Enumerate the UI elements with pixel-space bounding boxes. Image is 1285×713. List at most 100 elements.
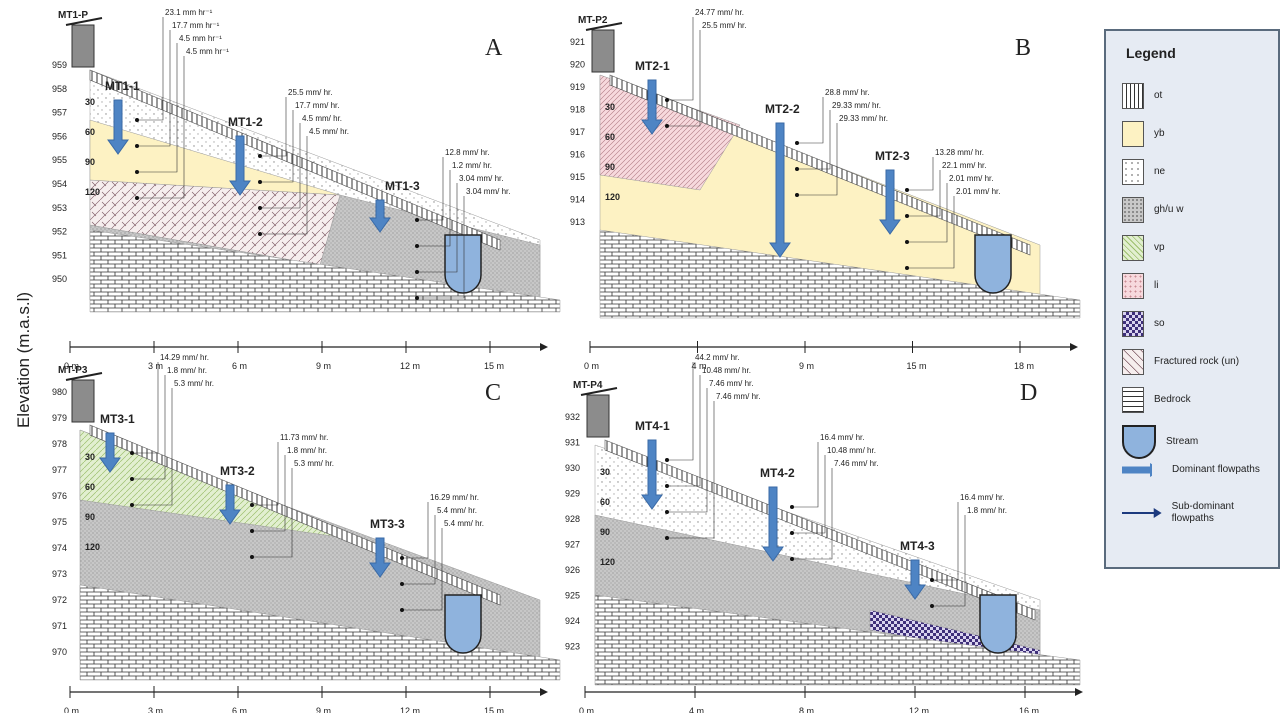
elevation-tick: 955	[52, 155, 67, 165]
measurement-point	[790, 531, 794, 535]
depth-label: 90	[85, 512, 95, 522]
stream-symbol	[444, 234, 482, 294]
elevation-tick: 916	[570, 150, 585, 160]
leader-line	[907, 157, 934, 191]
measurement-point	[905, 188, 909, 192]
measurement-point	[665, 124, 669, 128]
well-label: MT-P3	[58, 365, 88, 376]
legend-label: ne	[1154, 166, 1166, 177]
leader-line	[667, 375, 701, 487]
leader-line	[797, 97, 824, 144]
measurement-point	[135, 144, 139, 148]
measurement-point	[795, 167, 799, 171]
elevation-tick: 919	[570, 82, 585, 92]
legend-swatch	[1122, 311, 1144, 337]
leader-line	[417, 196, 465, 299]
infiltration-rate: 17.7 mm/ hr.	[295, 101, 339, 110]
elevation-tick: 914	[570, 195, 585, 205]
leader-line	[260, 136, 308, 235]
legend-swatch	[1122, 235, 1144, 261]
x-axis-arrow	[1075, 688, 1083, 696]
x-tick-label: 0 m	[579, 706, 594, 713]
elevation-tick: 931	[565, 438, 580, 448]
infiltration-rate: 11.73 mm/ hr.	[280, 433, 328, 442]
leader-line	[137, 43, 178, 173]
well-cap	[65, 17, 103, 26]
station-label: MT1-3	[385, 179, 420, 193]
station-label: MT1-1	[105, 79, 140, 93]
measurement-point	[415, 244, 419, 248]
x-tick-label: 8 m	[799, 706, 814, 713]
leader-line	[797, 110, 831, 170]
x-tick-label: 4 m	[689, 706, 704, 713]
x-axis-arrow	[540, 343, 548, 351]
well-cap	[585, 22, 623, 31]
infiltration-rate: 29.33 mm/ hr.	[832, 101, 881, 110]
elevation-tick: 918	[570, 105, 585, 115]
legend-item: Stream	[1122, 425, 1198, 459]
panel-a: MT1-P A 959 958 957 956 955 954 953 952 951 950 30 60…	[52, 8, 561, 371]
x-tick-label: 3 m	[148, 706, 163, 713]
legend-item: Sub-dominant flowpaths	[1122, 501, 1278, 525]
panel-letter: C	[485, 380, 501, 406]
leader-line	[132, 362, 159, 454]
measurement-point	[905, 214, 909, 218]
well-label: MT-P2	[578, 15, 608, 26]
legend-title: Legend	[1126, 45, 1176, 61]
measurement-point	[415, 218, 419, 222]
infiltration-rate: 23.1 mm hr⁻¹	[165, 8, 213, 17]
x-tick-label: 0 m	[584, 361, 599, 371]
leader-line	[667, 362, 694, 461]
infiltration-rate: 24.77 mm/ hr.	[695, 8, 744, 17]
elevation-tick: 920	[570, 60, 585, 70]
depth-label: 90	[85, 157, 95, 167]
infiltration-rate: 16.4 mm/ hr.	[820, 433, 864, 442]
soil-layer	[89, 229, 561, 313]
station-label: MT3-1	[100, 412, 135, 426]
measurement-point	[400, 608, 404, 612]
legend-item: yb	[1122, 121, 1165, 147]
legend-item: Bedrock	[1122, 387, 1191, 413]
measurement-point	[250, 555, 254, 559]
depth-label: 30	[85, 452, 95, 462]
elevation-tick: 977	[52, 465, 67, 475]
infiltration-rate: 1.2 mm/ hr.	[452, 161, 492, 170]
legend-swatch	[1122, 463, 1162, 477]
panel-letter: D	[1020, 380, 1037, 406]
measurement-point	[930, 604, 934, 608]
elevation-tick: 917	[570, 127, 585, 137]
legend-label: yb	[1154, 128, 1165, 139]
leader-line	[792, 468, 833, 560]
elevation-tick: 929	[565, 489, 580, 499]
depth-label: 90	[605, 162, 615, 172]
infiltration-rate: 3.04 mm/ hr.	[459, 174, 503, 183]
elevation-tick: 926	[565, 565, 580, 575]
x-tick-label: 3 m	[148, 361, 163, 371]
infiltration-rate: 29.33 mm/ hr.	[839, 114, 888, 123]
leader-line	[260, 123, 301, 209]
x-tick-label: 12 m	[400, 361, 420, 371]
legend-item: vp	[1122, 235, 1165, 261]
measurement-point	[258, 232, 262, 236]
panel-b: MT-P2 B 921 920 919 918 917 916 915 914 913 30 60 90 1…	[570, 8, 1081, 371]
legend-label: gh/u w	[1154, 204, 1184, 215]
measurement-point	[250, 503, 254, 507]
legend-label: li	[1154, 280, 1159, 291]
infiltration-rate: 7.46 mm/ hr.	[834, 459, 878, 468]
leader-line	[417, 170, 451, 247]
dominant-flowpath-arrow	[107, 99, 129, 155]
station-label: MT2-2	[765, 102, 800, 116]
measurement-point	[258, 154, 262, 158]
legend-item: ot	[1122, 83, 1162, 109]
leader-line	[260, 110, 294, 183]
infiltration-rate: 4.5 mm hr⁻¹	[186, 47, 229, 56]
leader-line	[932, 515, 966, 607]
measurement-point	[665, 98, 669, 102]
soil-layer	[599, 74, 741, 191]
infiltration-rate: 14.29 mm/ hr.	[160, 353, 209, 362]
elevation-tick: 950	[52, 274, 67, 284]
infiltration-rate: 5.4 mm/ hr.	[437, 506, 477, 515]
measurement-point	[130, 451, 134, 455]
measurement-point	[665, 484, 669, 488]
